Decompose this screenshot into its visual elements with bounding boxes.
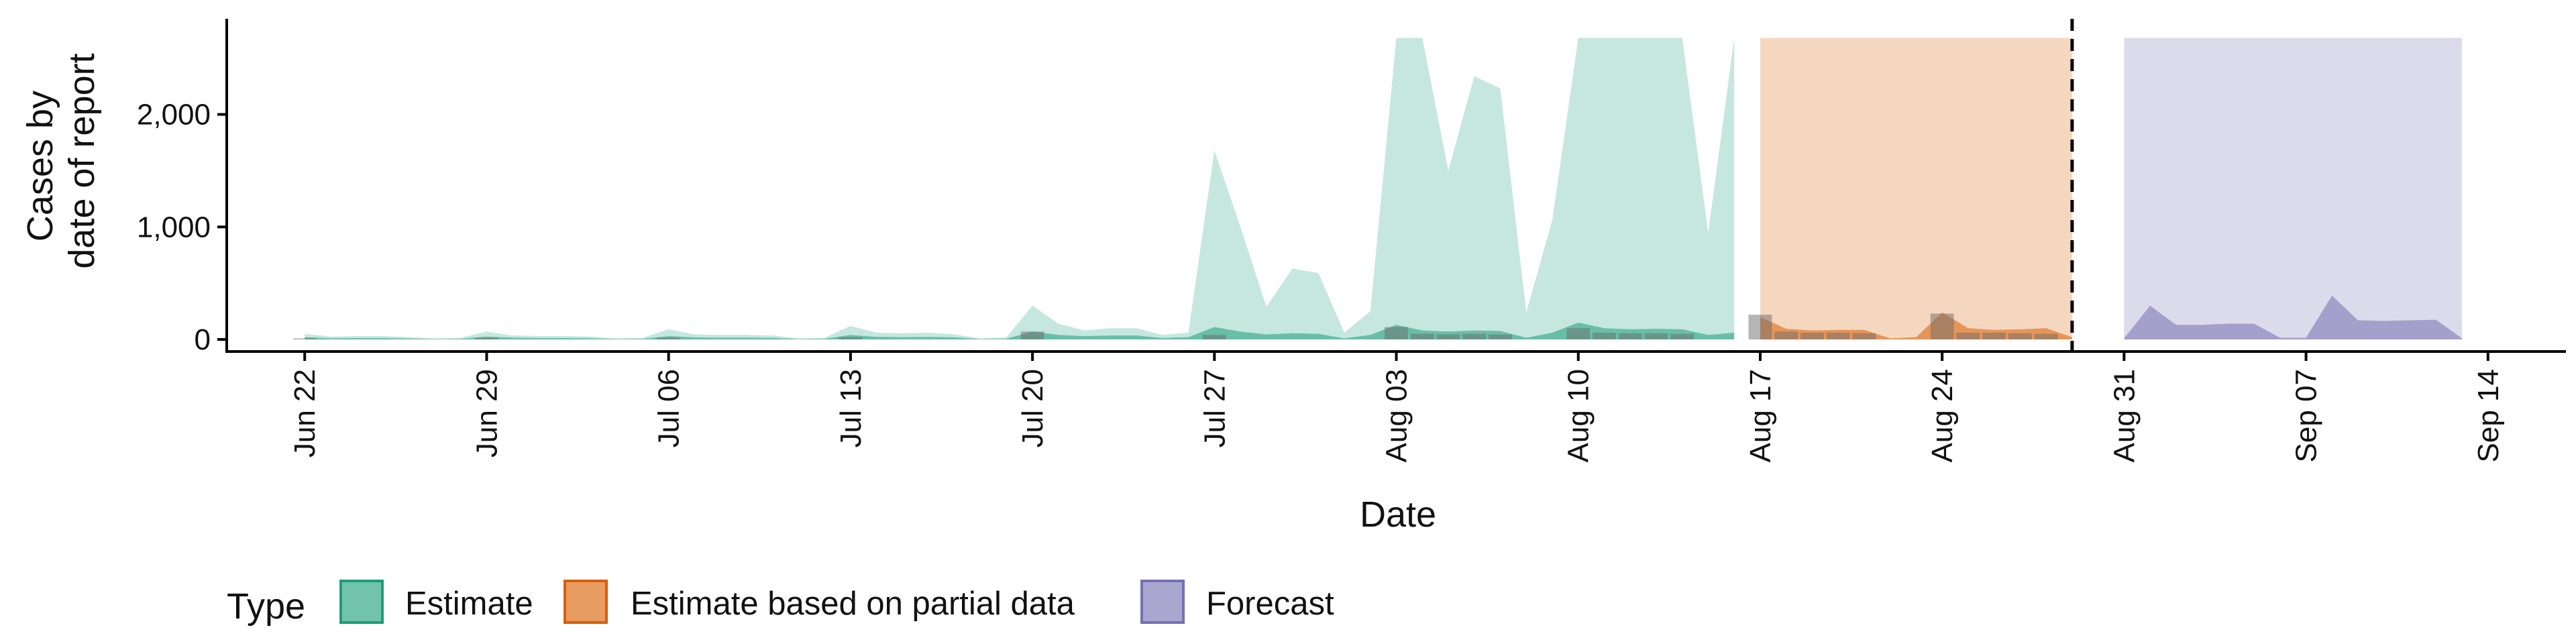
reported-bar [1202, 335, 1226, 339]
x-tick-label: Jun 29 [470, 369, 503, 458]
x-tick-label: Aug 17 [1744, 369, 1777, 462]
reported-bar [292, 338, 317, 339]
legend-title: Type [227, 586, 305, 627]
reported-bar [1852, 333, 1876, 339]
y-tick-label: 1,000 [137, 211, 211, 244]
x-tick-label: Sep 07 [2290, 369, 2323, 462]
reported-bar [1385, 327, 1408, 339]
x-axis-title: Date [1360, 494, 1436, 535]
reported-bar [1956, 332, 1980, 339]
reported-bar [1489, 334, 1512, 339]
band-estimate-outer [305, 38, 1735, 340]
reported-bar [1410, 333, 1434, 339]
reported-bar [1930, 313, 1954, 339]
reported-bar [2008, 333, 2032, 339]
reported-bar [1826, 332, 1850, 339]
reported-bar [839, 337, 863, 339]
reported-bar [1618, 333, 1642, 339]
legend-key-partial [564, 580, 608, 624]
y-tick-label: 2,000 [137, 99, 211, 131]
legend-label-estimate: Estimate [405, 586, 533, 622]
reported-bar [1462, 333, 1487, 339]
reported-bar [475, 337, 498, 339]
reported-bar [1670, 333, 1695, 339]
y-tick-label: 0 [195, 323, 211, 356]
x-tick-label: Jul 13 [835, 369, 867, 447]
x-tick-label: Aug 03 [1381, 369, 1413, 462]
reported-bar [1774, 331, 1799, 339]
band-estimate-inner [305, 322, 1735, 339]
y-axis-title-line-2: date of report [62, 53, 102, 268]
reported-bar [1020, 331, 1044, 339]
reported-bar [1644, 333, 1668, 339]
legend-key-forecast [1140, 580, 1185, 624]
reported-bar [1436, 334, 1460, 339]
band-forecast-inner [2124, 295, 2463, 339]
reported-bar [1593, 332, 1616, 339]
band-forecast-outer [2124, 38, 2463, 340]
legend-key-estimate [339, 580, 384, 624]
x-tick-label: Jul 06 [653, 369, 686, 447]
x-tick-label: Aug 10 [1562, 369, 1595, 462]
reported-bar [1748, 315, 1772, 339]
x-axis-ticks: Jun 22 Jun 29 Jul 06 Jul 13 Jul 20 Jul 27 Aug … [288, 352, 2505, 462]
reported-bar [1982, 332, 2006, 339]
reported-case-bars [292, 313, 2058, 339]
legend: Type Estimate Estimate based on partial … [227, 580, 1334, 627]
reported-bar [2034, 333, 2058, 339]
y-axis-title: Cases by date of report [20, 53, 102, 268]
reported-bar [1800, 332, 1824, 339]
band-estimate-based-on-partial-data-outer [1760, 38, 2072, 340]
x-tick-label: Jun 22 [288, 369, 321, 458]
y-axis-title-line-1: Cases by [20, 91, 60, 241]
x-tick-label: Sep 14 [2472, 369, 2505, 462]
interval-bands [305, 38, 2463, 340]
x-tick-label: Jul 20 [1016, 369, 1049, 447]
x-tick-label: Aug 31 [2108, 369, 2141, 462]
legend-label-forecast: Forecast [1206, 586, 1334, 622]
legend-label-partial: Estimate based on partial data [631, 586, 1075, 622]
x-tick-label: Jul 27 [1198, 369, 1231, 447]
reported-bar [1566, 328, 1591, 339]
y-axis-ticks: 0 1,000 2,000 [137, 99, 227, 356]
reported-bar [657, 337, 681, 339]
x-tick-label: Aug 24 [1926, 369, 1959, 462]
